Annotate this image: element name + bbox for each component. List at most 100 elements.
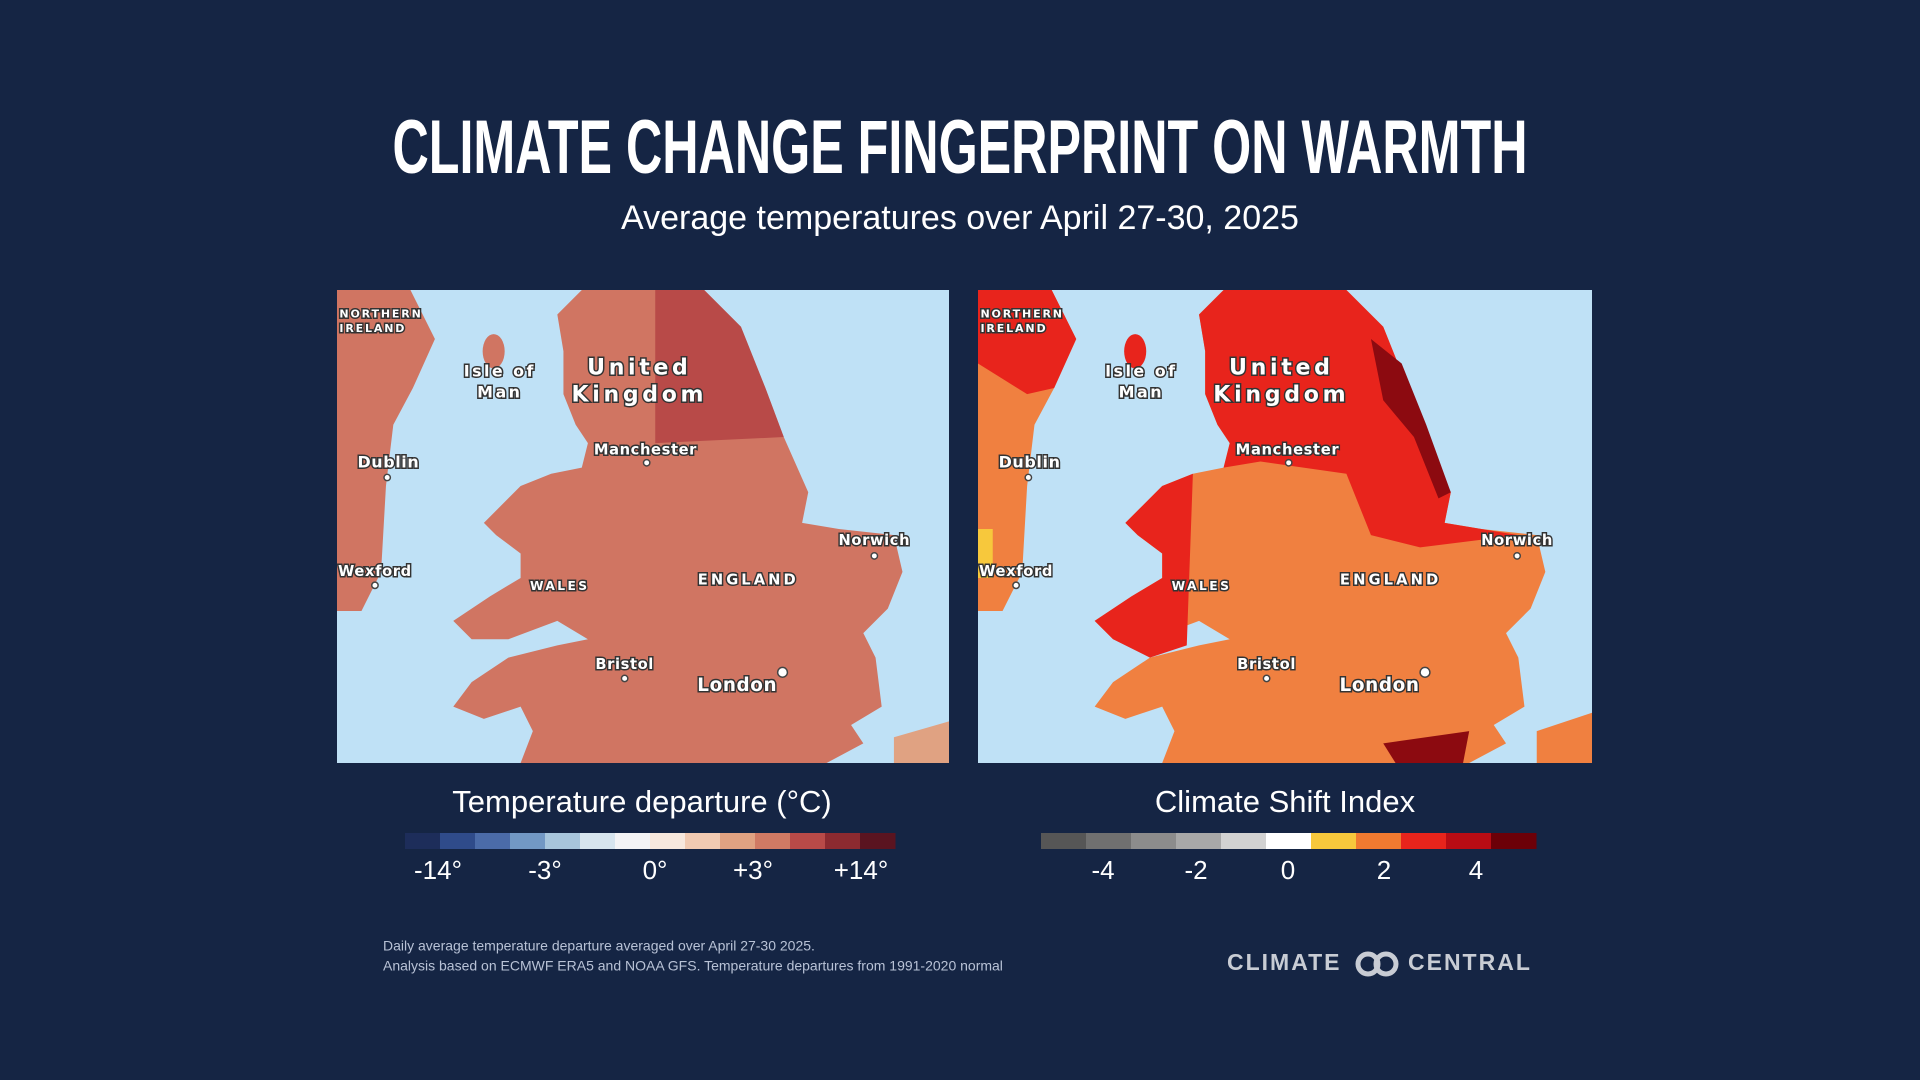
footnote-line: Daily average temperature departure aver… <box>383 938 815 954</box>
legend-title: Climate Shift Index <box>1155 784 1416 819</box>
city-dot <box>1419 666 1431 678</box>
city-dot <box>1513 551 1522 560</box>
logo-text: CLIMATE <box>1227 949 1342 975</box>
place-label: Dublin <box>999 452 1061 471</box>
france <box>1536 712 1592 763</box>
south-coast <box>1383 731 1470 763</box>
city-dot <box>383 473 392 482</box>
legend-swatch <box>790 833 826 849</box>
place-label: Norwich <box>1481 532 1553 549</box>
place-label: IRELAND <box>339 322 406 335</box>
legend-label: -4 <box>1091 855 1114 885</box>
place-label: Man <box>1119 382 1164 401</box>
legend-swatch <box>1131 833 1177 849</box>
place-label: Bristol <box>1237 656 1296 673</box>
legend-swatch <box>475 833 511 849</box>
city-dot <box>1262 674 1271 683</box>
north-england <box>655 290 784 444</box>
place-label: WALES <box>530 579 590 593</box>
place-label: Bristol <box>595 656 654 673</box>
legend-swatch <box>1266 833 1312 849</box>
legend-swatch <box>1221 833 1267 849</box>
place-label: ENGLAND <box>1340 571 1441 588</box>
legend-label: -14° <box>414 855 462 885</box>
place-label: Dublin <box>358 452 420 471</box>
logo-text: CENTRAL <box>1408 949 1532 975</box>
place-label: United <box>587 355 691 380</box>
legend-swatch <box>1086 833 1132 849</box>
legend-label: 0° <box>643 855 668 885</box>
place-label: IRELAND <box>980 322 1047 335</box>
place-label: Norwich <box>839 532 911 549</box>
legend-label: 2 <box>1377 855 1391 885</box>
great-britain <box>453 290 903 763</box>
city-dot <box>620 674 629 683</box>
legend-swatch <box>1041 833 1087 849</box>
place-label: Kingdom <box>1213 382 1349 407</box>
legend-label: +3° <box>733 855 773 885</box>
france <box>893 721 949 763</box>
place-label: WALES <box>1172 579 1232 593</box>
legend-swatch <box>1401 833 1447 849</box>
legend-swatch <box>1491 833 1537 849</box>
place-label: Man <box>477 382 522 401</box>
place-label: Wexford <box>338 563 412 580</box>
legend-title: Temperature departure (°C) <box>452 784 831 819</box>
ireland-west <box>978 528 993 578</box>
logo-icon <box>1355 951 1399 977</box>
legend-swatch <box>510 833 546 849</box>
place-label: London <box>1339 675 1419 696</box>
place-label: Manchester <box>594 442 697 459</box>
place-label: ENGLAND <box>698 571 799 588</box>
footnote-line: Analysis based on ECMWF ERA5 and NOAA GF… <box>383 958 1003 974</box>
place-label: Isle of <box>1105 362 1177 381</box>
legend-label: -3° <box>528 855 562 885</box>
legend-swatch <box>860 833 896 849</box>
legend-swatch <box>650 833 686 849</box>
legend-label: 0 <box>1281 855 1295 885</box>
ireland <box>337 290 435 612</box>
legend-swatch <box>580 833 616 849</box>
legend-swatch <box>1446 833 1492 849</box>
legend-swatch <box>1176 833 1222 849</box>
place-label: Manchester <box>1236 442 1340 459</box>
legend-label: 4 <box>1469 855 1483 885</box>
city-dot <box>1284 458 1293 467</box>
legend-swatch <box>685 833 721 849</box>
legend-swatch <box>720 833 756 849</box>
place-label: NORTHERN <box>980 308 1063 321</box>
place-label: Kingdom <box>572 382 708 407</box>
city-dot <box>642 458 651 467</box>
legend-swatch <box>545 833 581 849</box>
place-label: NORTHERN <box>339 308 422 321</box>
legend-swatch <box>1356 833 1402 849</box>
isle-of-man <box>482 334 505 369</box>
wales <box>1094 473 1193 658</box>
legend-label: -2 <box>1184 855 1207 885</box>
city-dot <box>776 666 789 678</box>
title: CLIMATE CHANGE FINGERPRINT ON WARMTH <box>393 105 1528 190</box>
city-dot <box>870 551 879 560</box>
coast-hot <box>1370 339 1451 499</box>
city-dot <box>1012 581 1020 590</box>
legend-swatch <box>615 833 651 849</box>
logo-ring <box>1373 951 1399 977</box>
legend-swatch <box>825 833 861 849</box>
legend-swatch <box>1311 833 1357 849</box>
northern-ireland <box>978 290 1077 395</box>
legend-swatch <box>405 833 441 849</box>
place-label: Wexford <box>979 563 1053 580</box>
isle-of-man <box>1124 334 1147 369</box>
legend-label: +14° <box>834 855 889 885</box>
city-dot <box>371 581 379 590</box>
great-britain <box>1094 290 1546 763</box>
legend-swatch <box>755 833 791 849</box>
place-label: United <box>1229 355 1334 380</box>
legend-swatch <box>440 833 476 849</box>
city-dot <box>1024 473 1033 482</box>
subtitle: Average temperatures over April 27-30, 2… <box>621 199 1299 237</box>
